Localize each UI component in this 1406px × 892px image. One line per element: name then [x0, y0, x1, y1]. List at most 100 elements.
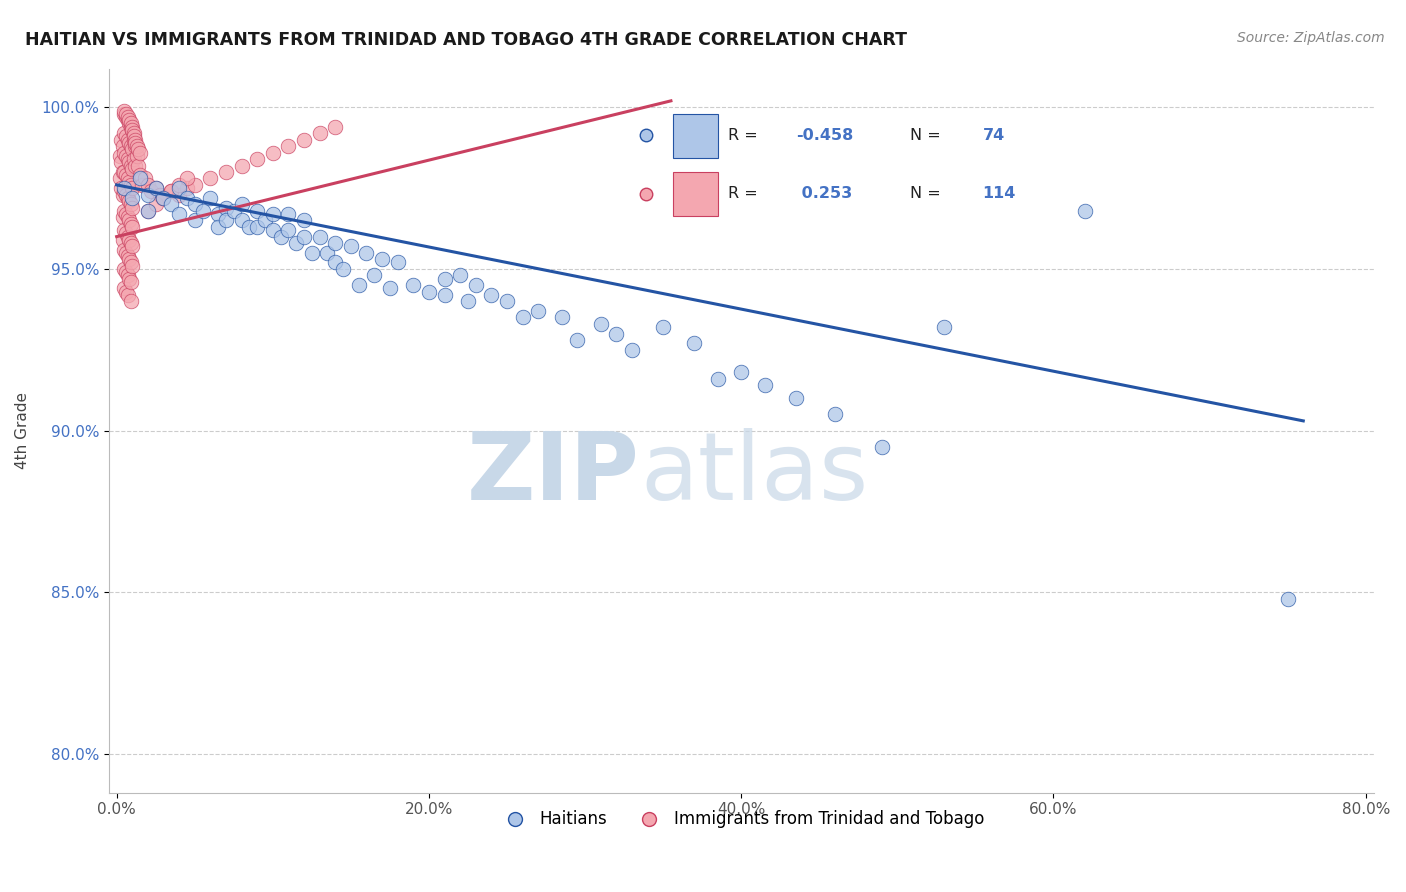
Point — [160, 185, 183, 199]
Point — [183, 197, 205, 211]
Point — [115, 207, 138, 221]
Point — [131, 178, 153, 192]
Point — [262, 207, 284, 221]
Point — [114, 103, 136, 118]
Point — [120, 197, 142, 211]
Point — [1277, 591, 1299, 606]
Point — [527, 304, 550, 318]
Point — [134, 171, 156, 186]
Point — [323, 255, 346, 269]
Point — [122, 152, 145, 166]
Point — [347, 278, 370, 293]
Point — [114, 107, 136, 121]
Point — [120, 217, 142, 231]
Point — [332, 262, 354, 277]
Point — [129, 171, 152, 186]
Point — [117, 171, 139, 186]
Point — [121, 259, 143, 273]
Point — [122, 126, 145, 140]
Text: Source: ZipAtlas.com: Source: ZipAtlas.com — [1237, 31, 1385, 45]
Point — [122, 129, 145, 144]
Point — [371, 252, 394, 267]
Point — [433, 271, 456, 285]
Point — [120, 159, 142, 173]
Point — [118, 113, 141, 128]
Point — [110, 133, 132, 147]
Point — [124, 139, 146, 153]
Point — [246, 219, 269, 234]
Point — [152, 191, 174, 205]
Point — [433, 288, 456, 302]
Text: HAITIAN VS IMMIGRANTS FROM TRINIDAD AND TOBAGO 4TH GRADE CORRELATION CHART: HAITIAN VS IMMIGRANTS FROM TRINIDAD AND … — [25, 31, 907, 49]
Point — [110, 181, 132, 195]
Point — [115, 107, 138, 121]
Point — [111, 211, 134, 225]
Point — [114, 203, 136, 218]
Text: atlas: atlas — [640, 428, 869, 520]
Point — [262, 145, 284, 160]
Point — [200, 171, 222, 186]
Point — [183, 213, 205, 227]
Point — [121, 201, 143, 215]
Point — [176, 181, 198, 195]
Legend: Haitians, Immigrants from Trinidad and Tobago: Haitians, Immigrants from Trinidad and T… — [491, 804, 991, 835]
Point — [120, 120, 142, 134]
Point — [121, 120, 143, 134]
Point — [308, 126, 330, 140]
Point — [378, 281, 401, 295]
Point — [118, 213, 141, 227]
Point — [124, 136, 146, 150]
Point — [121, 239, 143, 253]
Point — [108, 171, 131, 186]
Point — [115, 265, 138, 279]
Point — [707, 372, 730, 386]
Point — [120, 255, 142, 269]
Point — [111, 165, 134, 179]
Point — [176, 191, 198, 205]
Point — [114, 126, 136, 140]
Point — [121, 191, 143, 205]
Point — [323, 236, 346, 251]
Text: ZIP: ZIP — [467, 428, 640, 520]
Point — [167, 181, 190, 195]
Point — [121, 161, 143, 176]
Point — [246, 152, 269, 166]
Point — [402, 278, 425, 293]
Point — [145, 181, 167, 195]
Point — [136, 203, 159, 218]
Point — [285, 236, 308, 251]
Point — [387, 255, 409, 269]
Point — [145, 181, 167, 195]
Point — [117, 268, 139, 283]
Point — [149, 187, 172, 202]
Point — [167, 178, 190, 192]
Point — [567, 333, 589, 347]
Point — [512, 310, 534, 325]
Point — [652, 320, 675, 334]
Point — [253, 213, 276, 227]
Point — [207, 219, 229, 234]
Point — [496, 294, 519, 309]
Point — [934, 320, 956, 334]
Point — [110, 155, 132, 169]
Point — [117, 191, 139, 205]
Point — [121, 123, 143, 137]
Point — [115, 227, 138, 241]
Point — [145, 197, 167, 211]
Point — [231, 213, 253, 227]
Point — [160, 197, 183, 211]
Point — [117, 288, 139, 302]
Point — [124, 133, 146, 147]
Point — [118, 136, 141, 150]
Point — [316, 245, 339, 260]
Point — [118, 116, 141, 130]
Point — [262, 223, 284, 237]
Point — [120, 178, 142, 192]
Point — [120, 116, 142, 130]
Point — [115, 129, 138, 144]
Point — [117, 133, 139, 147]
Point — [121, 219, 143, 234]
Point — [231, 159, 253, 173]
Point — [115, 245, 138, 260]
Point — [120, 236, 142, 251]
